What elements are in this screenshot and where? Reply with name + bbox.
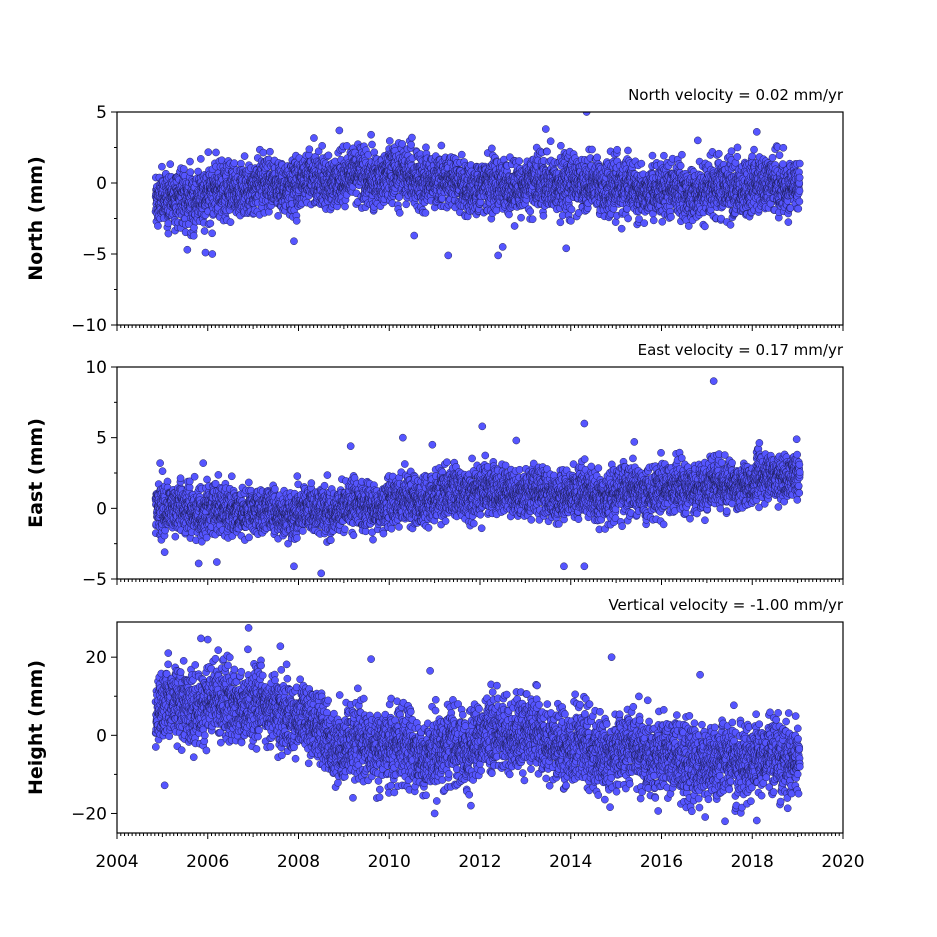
data-point xyxy=(546,137,555,146)
data-point xyxy=(398,140,407,148)
data-point xyxy=(422,143,430,152)
data-point xyxy=(613,145,621,154)
data-point xyxy=(701,222,709,231)
data-point xyxy=(768,153,777,162)
data-point xyxy=(505,210,513,219)
data-point xyxy=(368,140,376,149)
data-point xyxy=(212,148,220,157)
data-point xyxy=(667,213,675,221)
data-point xyxy=(186,157,194,166)
data-point xyxy=(624,146,632,155)
data-point xyxy=(341,202,349,211)
data-point xyxy=(324,151,333,160)
data-point xyxy=(528,215,537,224)
data-point xyxy=(617,224,626,233)
data-point xyxy=(567,205,576,214)
data-point xyxy=(510,222,519,230)
data-point xyxy=(488,144,496,153)
data-point xyxy=(557,141,565,150)
data-points xyxy=(151,112,804,260)
data-point xyxy=(648,151,657,160)
data-point xyxy=(189,231,198,240)
data-point xyxy=(678,150,686,159)
data-point xyxy=(310,134,318,142)
data-point xyxy=(204,148,213,156)
data-point xyxy=(370,148,379,157)
data-point xyxy=(407,140,415,149)
data-point xyxy=(266,147,274,156)
data-point xyxy=(658,217,667,226)
data-point xyxy=(676,161,685,170)
data-point xyxy=(166,160,175,168)
data-point xyxy=(305,145,314,154)
data-point xyxy=(186,168,195,176)
data-point xyxy=(385,137,394,145)
data-point xyxy=(588,145,596,154)
data-point xyxy=(402,200,411,209)
data-point xyxy=(395,193,404,201)
data-point xyxy=(164,229,173,238)
data-point xyxy=(154,222,162,230)
data-point xyxy=(611,218,620,226)
data-point xyxy=(164,219,173,228)
data-point xyxy=(259,148,268,157)
data-point xyxy=(230,159,239,167)
data-point xyxy=(649,216,658,225)
data-point xyxy=(660,151,668,160)
data-point xyxy=(274,212,282,220)
data-point xyxy=(194,167,202,176)
data-point xyxy=(395,209,404,217)
data-point xyxy=(556,218,565,227)
data-point xyxy=(733,143,742,152)
data-point xyxy=(200,227,209,235)
data-point xyxy=(517,213,525,222)
data-point xyxy=(733,152,742,161)
data-point xyxy=(624,214,632,223)
data-point xyxy=(226,218,235,226)
data-point xyxy=(515,157,524,165)
data-point xyxy=(292,217,301,225)
data-point xyxy=(726,221,735,229)
data-point xyxy=(748,152,756,161)
data-point xyxy=(593,153,601,162)
data-point xyxy=(750,145,758,154)
data-point xyxy=(196,155,205,163)
data-point xyxy=(637,159,646,168)
data-point xyxy=(318,142,326,150)
data-point xyxy=(206,219,215,228)
data-point xyxy=(640,219,649,227)
data-point xyxy=(179,165,188,173)
data-point xyxy=(539,212,548,220)
data-point xyxy=(437,141,446,150)
data-point xyxy=(421,209,430,217)
data-point xyxy=(715,149,723,158)
data-point xyxy=(457,150,466,159)
data-point xyxy=(526,207,535,216)
data-point xyxy=(208,229,216,238)
data-point xyxy=(158,162,166,171)
data-point xyxy=(314,147,323,156)
data-point xyxy=(543,147,551,156)
data-point xyxy=(240,152,249,160)
